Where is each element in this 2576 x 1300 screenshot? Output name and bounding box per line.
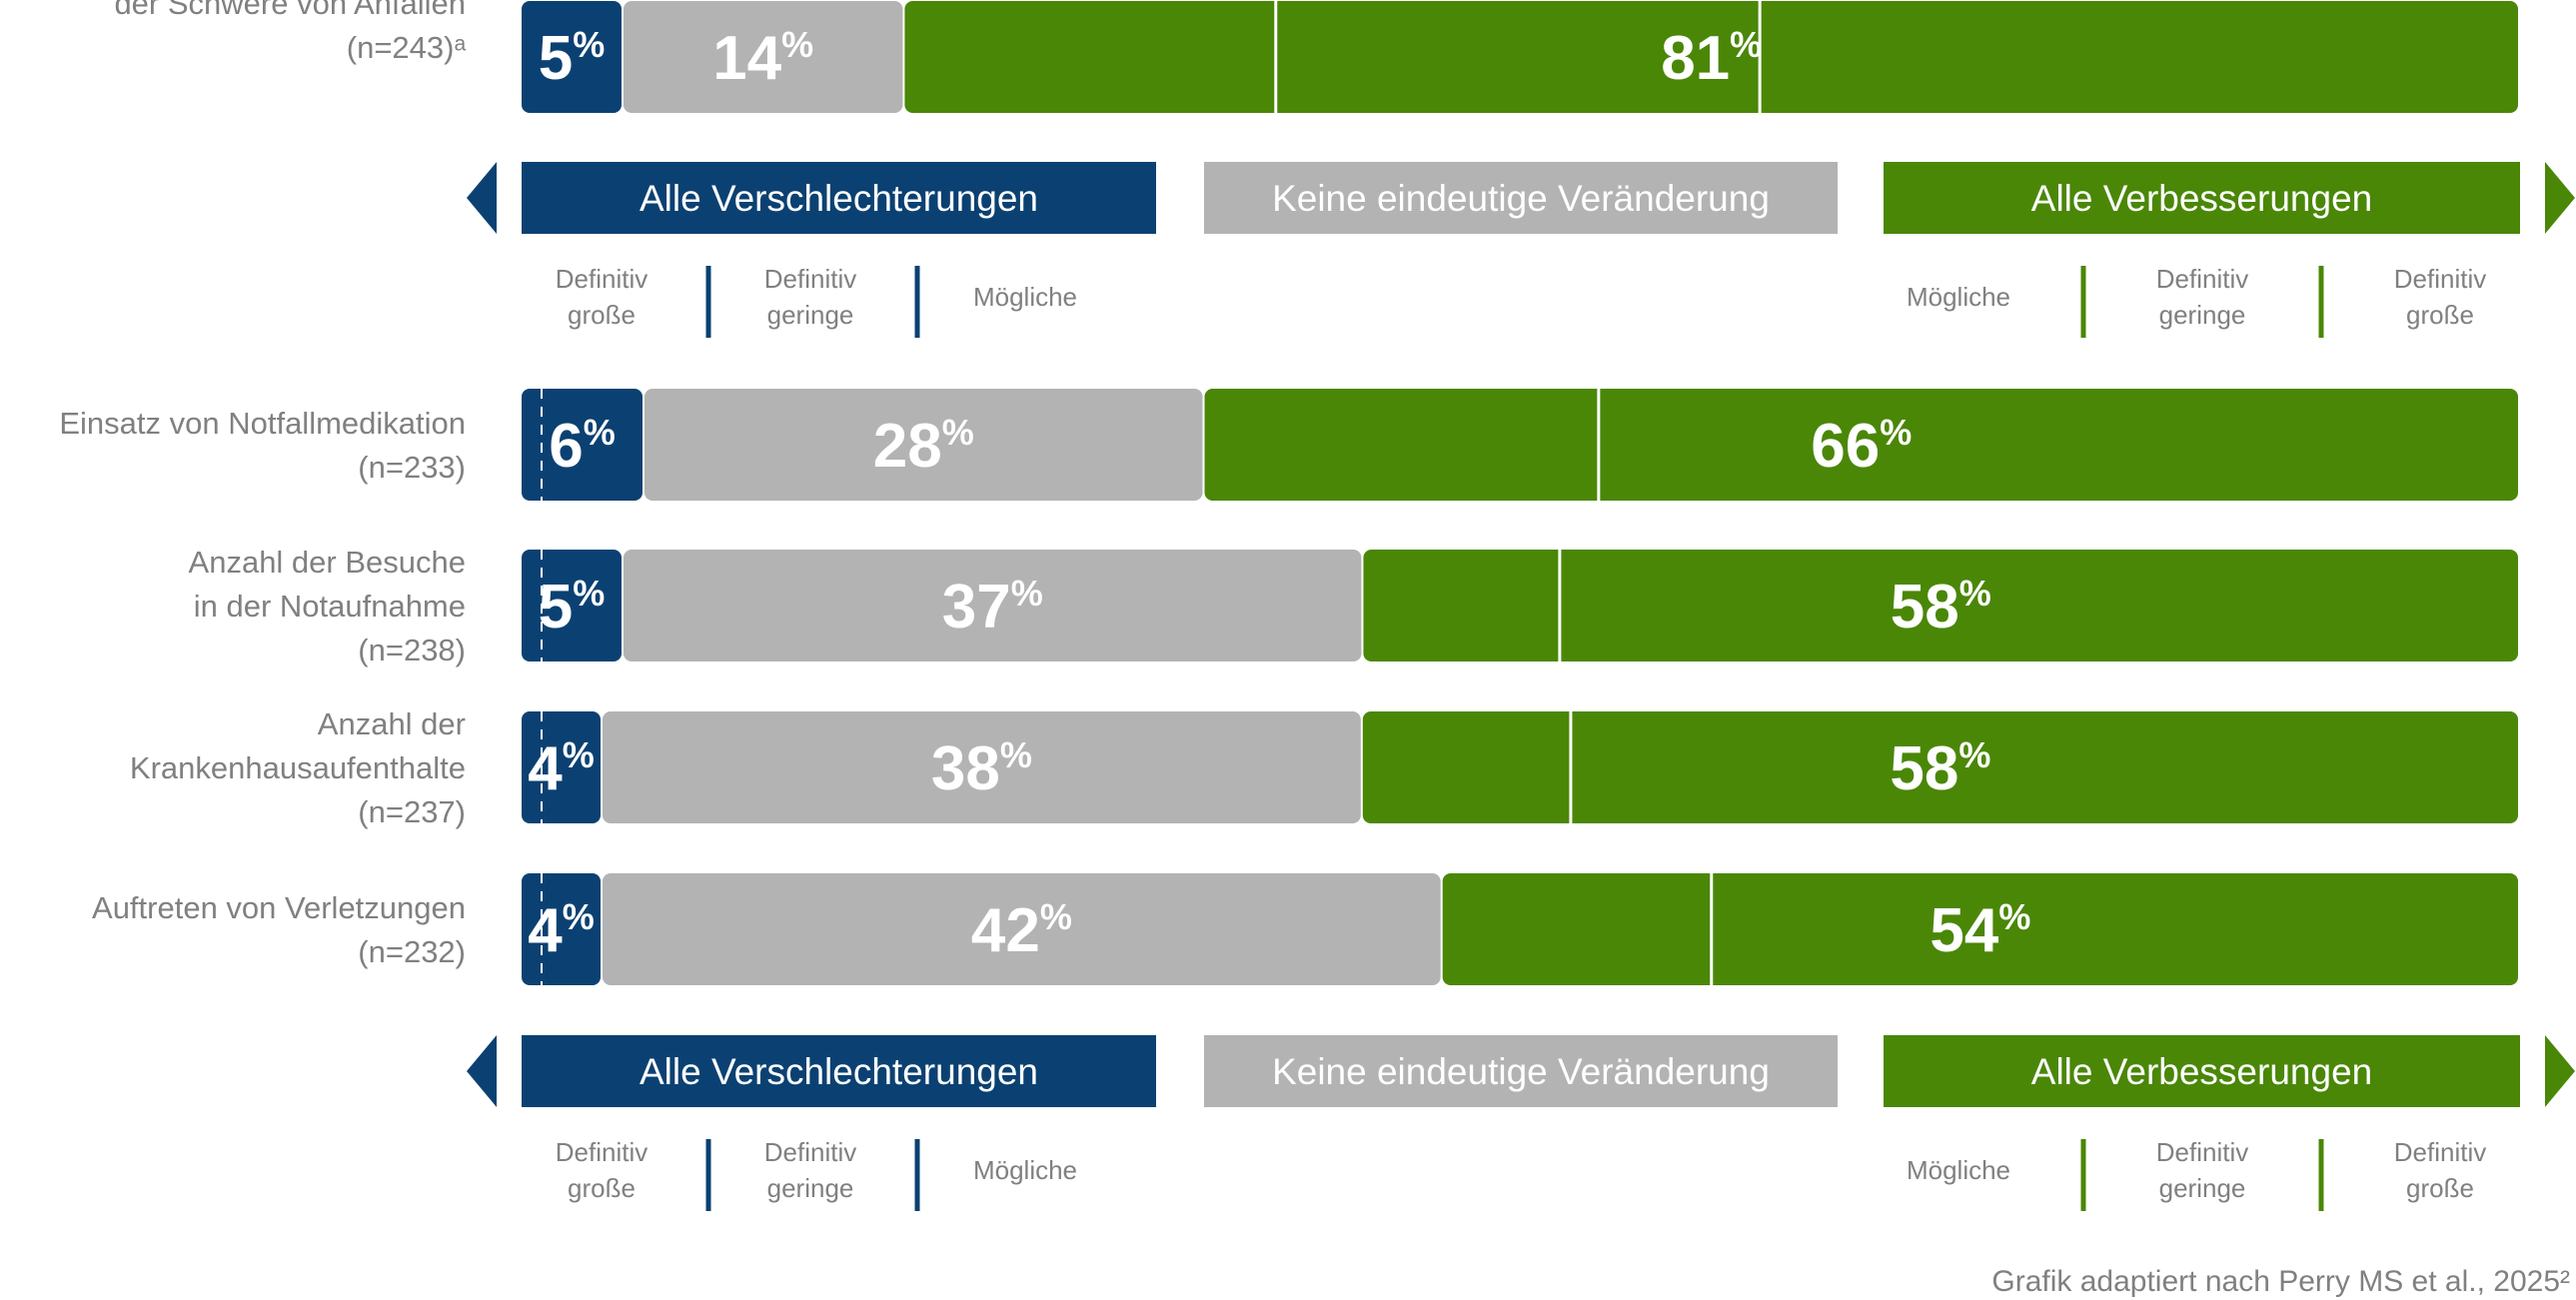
bar-segment-worse (522, 389, 643, 501)
category-label: (n=238) (358, 633, 466, 667)
legend-sublabel: Definitiv (2394, 1137, 2486, 1167)
legend-band-worse (522, 1035, 1156, 1107)
right-arrow-icon (2545, 162, 2575, 234)
bar-segment-neutral (644, 389, 1203, 501)
legend-group: Alle Verschlechterungen Keine eindeutige … (467, 162, 2575, 1211)
legend-band-label: Alle Verbesserungen (2031, 178, 2372, 219)
legend-sublabel: Definitiv (2394, 264, 2486, 294)
bar-segment-worse (522, 1, 622, 113)
bar-segment-neutral (624, 550, 1362, 661)
bar-segment-neutral (603, 711, 1361, 823)
right-arrow-icon (2545, 1035, 2575, 1107)
legend-sublabel: Mögliche (1907, 282, 2010, 312)
category-label: Einsatz von Notfallmedikation (59, 406, 466, 441)
bar-segment-neutral (624, 1, 903, 113)
legend-sublabel: große (568, 300, 636, 330)
legend: Alle Verschlechterungen Keine eindeutige … (467, 162, 2575, 338)
legend-sublabel: Definitiv (2156, 1137, 2248, 1167)
legend-sublabel: Definitiv (764, 1137, 856, 1167)
bar-segment-better (1363, 550, 2518, 661)
bar-row: 4% 42% 54%Auftreten von Verletzungen(n=232… (92, 873, 2518, 985)
legend-sublabel: Mögliche (973, 282, 1077, 312)
legend-band-label: Keine eindeutige Veränderung (1272, 1051, 1770, 1092)
data-label-better: 81% (1661, 24, 1762, 93)
legend-sublabel: Mögliche (1907, 1155, 2010, 1185)
left-arrow-icon (467, 1035, 497, 1107)
bar-row: 4% 38% 58%Anzahl derKrankenhausaufenthalte… (130, 706, 2518, 829)
category-label: Auftreten von Verletzungen (92, 890, 466, 925)
left-arrow-icon (467, 162, 497, 234)
bar-segment-better (1204, 389, 2518, 501)
category-label: (n=233) (358, 450, 466, 485)
category-label: in der Notaufnahme (194, 589, 466, 624)
legend-sublabel: Definitiv (556, 264, 647, 294)
legend: Alle Verschlechterungen Keine eindeutige … (467, 1035, 2575, 1211)
legend-sublabel: geringe (767, 1173, 854, 1203)
bar-segment-better (1362, 711, 2518, 823)
bar-segment-worse (522, 550, 622, 661)
category-label: (n=243)ᵃ (347, 30, 467, 65)
bar-row: 5%14%81%Allgemeiner Eindruckder Schwere … (114, 0, 2518, 113)
bar-segment-neutral (603, 873, 1441, 985)
legend-sublabel: geringe (2159, 1173, 2246, 1203)
category-label: (n=237) (358, 794, 466, 829)
legend-sublabel: große (2406, 300, 2474, 330)
legend-band-label: Alle Verschlechterungen (640, 1051, 1038, 1092)
bars-group: 5%14%81%Allgemeiner Eindruckder Schwere … (59, 0, 2518, 985)
legend-sublabel: geringe (767, 300, 854, 330)
category-label: Anzahl der Besuche (189, 545, 466, 580)
source-note: Grafik adaptiert nach Perry MS et al., 2… (1991, 1265, 2570, 1298)
legend-sublabel: geringe (2159, 300, 2246, 330)
category-label: (n=232) (358, 934, 466, 969)
bar-segment-better (904, 1, 2518, 113)
legend-sublabel: große (2406, 1173, 2474, 1203)
bar-row: 6% 28% 66%Einsatz von Notfallmedikation(n=… (59, 389, 2518, 501)
legend-band-worse (522, 162, 1156, 234)
legend-band-label: Alle Verschlechterungen (640, 178, 1038, 219)
legend-sublabel: Mögliche (973, 1155, 1077, 1185)
legend-band-label: Alle Verbesserungen (2031, 1051, 2372, 1092)
data-label-neutral: 37% (942, 573, 1043, 642)
category-label: Anzahl der (318, 706, 466, 741)
category-label: Krankenhausaufenthalte (130, 750, 466, 785)
legend-band-better (1884, 162, 2520, 234)
legend-band-better (1884, 1035, 2520, 1107)
legend-band-neutral (1204, 1035, 1838, 1107)
legend-sublabel: Definitiv (764, 264, 856, 294)
legend-sublabel: große (568, 1173, 636, 1203)
category-label: der Schwere von Anfällen (114, 0, 466, 21)
data-label-neutral: 38% (931, 734, 1032, 803)
legend-band-neutral (1204, 162, 1838, 234)
legend-sublabel: Definitiv (2156, 264, 2248, 294)
legend-sublabel: Definitiv (556, 1137, 647, 1167)
legend-band-label: Keine eindeutige Veränderung (1272, 178, 1770, 219)
